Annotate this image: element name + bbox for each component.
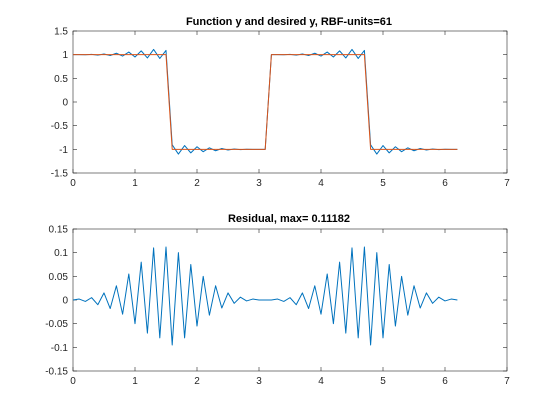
y-tick-label: -0.05 [45,319,68,330]
bottom-chart-y-ticks: -0.15 -0.1 -0.05 0 0.05 0.1 0.15 [45,225,507,378]
x-tick-label: 3 [256,376,262,387]
y-tick-label: 0.05 [49,272,69,283]
x-tick-label: 1 [132,178,138,189]
top-chart-series [72,48,458,155]
x-tick-label: 3 [256,178,262,189]
x-tick-label: 0 [70,178,76,189]
x-tick-label: 2 [194,376,200,387]
y-tick-label: 0 [62,98,68,109]
y-tick-label: -1.5 [51,169,69,180]
x-tick-label: 2 [194,178,200,189]
top-chart-x-ticks: 0 1 2 3 4 5 6 7 [70,31,510,189]
bottom-chart-title: Residual, max= 0.11182 [228,213,350,225]
top-chart: Function y and desired y, RBF-units=61 0… [51,16,510,189]
top-chart-y-ticks: -1.5 -1 -0.5 0 0.5 1 1.5 [51,27,507,180]
bottom-chart-series [72,246,458,346]
y-tick-label: 0.5 [54,74,68,85]
x-tick-label: 4 [318,178,324,189]
x-tick-label: 7 [504,376,510,387]
y-tick-label: 1.5 [54,27,68,38]
x-tick-label: 4 [318,376,324,387]
y-tick-label: 0.15 [49,225,69,236]
y-tick-label: -0.1 [51,343,69,354]
top-chart-title: Function y and desired y, RBF-units=61 [186,16,392,28]
x-tick-label: 1 [132,376,138,387]
x-tick-label: 0 [70,376,76,387]
x-tick-label: 6 [442,178,448,189]
y-tick-label: -0.15 [45,367,68,378]
series-line-residual [72,246,458,346]
x-tick-label: 6 [442,376,448,387]
x-tick-label: 5 [380,178,386,189]
series-line-desired [73,54,458,150]
x-tick-label: 5 [380,376,386,387]
y-tick-label: -1 [59,145,68,156]
y-tick-label: -0.5 [51,121,69,132]
y-tick-label: 0.1 [54,248,68,259]
y-tick-label: 1 [62,50,68,61]
y-tick-label: 0 [62,296,68,307]
x-tick-label: 7 [504,178,510,189]
bottom-chart-x-ticks: 0 1 2 3 4 5 6 7 [70,229,510,387]
